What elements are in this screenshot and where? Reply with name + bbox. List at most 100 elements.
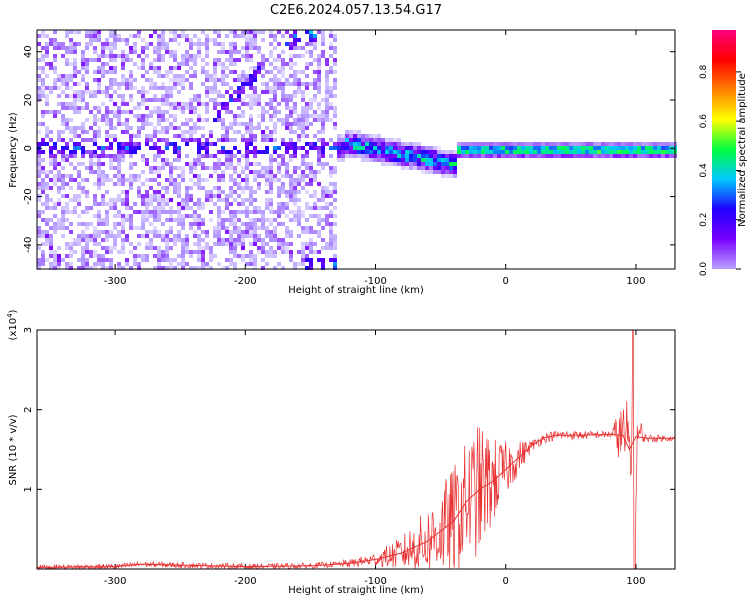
heatmap-cell (133, 86, 137, 90)
heatmap-cell (65, 254, 69, 258)
heatmap-cell (69, 230, 73, 234)
heatmap-cell (105, 114, 109, 118)
heatmap-cell (369, 150, 373, 154)
heatmap-cell (293, 218, 297, 222)
heatmap-cell (49, 206, 53, 210)
heatmap-cell (197, 162, 201, 166)
heatmap-cell (453, 154, 457, 158)
heatmap-cell (293, 150, 297, 154)
heatmap-cell (61, 146, 65, 150)
heatmap-cell (217, 158, 221, 162)
heatmap-cell (65, 146, 69, 150)
heatmap-cell (221, 242, 225, 246)
heatmap-cell (69, 74, 73, 78)
heatmap-cell (277, 118, 281, 122)
heatmap-cell (149, 166, 153, 170)
heatmap-cell (249, 42, 253, 46)
heatmap-cell (173, 142, 177, 146)
x-tick-label: -200 (234, 576, 257, 587)
heatmap-cell (253, 86, 257, 90)
heatmap-cell (317, 234, 321, 238)
heatmap-cell (53, 82, 57, 86)
heatmap-cell (245, 166, 249, 170)
heatmap-cell (117, 142, 121, 146)
heatmap-cell (45, 46, 49, 50)
heatmap-cell (425, 158, 429, 162)
heatmap-cell (393, 146, 397, 150)
heatmap-cell (137, 130, 141, 134)
heatmap-cell (513, 146, 517, 150)
heatmap-cell (77, 186, 81, 190)
heatmap-cell (37, 258, 41, 262)
heatmap-cell (461, 150, 465, 154)
heatmap-cell (213, 234, 217, 238)
heatmap-cell (45, 258, 49, 262)
heatmap-cell (45, 110, 49, 114)
heatmap-cell (185, 262, 189, 266)
heatmap-cell (449, 174, 453, 178)
heatmap-cell (289, 174, 293, 178)
heatmap-cell (93, 50, 97, 54)
heatmap-cell (281, 222, 285, 226)
heatmap-cell (101, 194, 105, 198)
heatmap-cell (441, 154, 445, 158)
heatmap-cell (313, 250, 317, 254)
heatmap-cell (165, 258, 169, 262)
heatmap-cell (85, 58, 89, 62)
heatmap-cell (229, 138, 233, 142)
heatmap-cell (165, 146, 169, 150)
heatmap-cell (309, 50, 313, 54)
heatmap-cell (269, 170, 273, 174)
heatmap-cell (145, 206, 149, 210)
heatmap-cell (293, 166, 297, 170)
heatmap-cell (117, 158, 121, 162)
heatmap-cell (129, 94, 133, 98)
chart-title: C2E6.2024.057.13.54.G17 (270, 3, 442, 18)
heatmap-cell (53, 66, 57, 70)
heatmap-cell (329, 94, 333, 98)
heatmap-cell (405, 162, 409, 166)
heatmap-cell (221, 78, 225, 82)
heatmap-cell (285, 102, 289, 106)
heatmap-cell (97, 118, 101, 122)
heatmap-cell (209, 38, 213, 42)
heatmap-cell (285, 174, 289, 178)
heatmap-cell (401, 166, 405, 170)
heatmap-cell (417, 166, 421, 170)
heatmap-cell (149, 194, 153, 198)
heatmap-cell (229, 58, 233, 62)
heatmap-cell (161, 118, 165, 122)
heatmap-cell (65, 246, 69, 250)
heatmap-cell (321, 162, 325, 166)
heatmap-cell (413, 146, 417, 150)
heatmap-cell (285, 142, 289, 146)
heatmap-cell (61, 102, 65, 106)
heatmap-cell (301, 258, 305, 262)
heatmap-cell (169, 230, 173, 234)
heatmap-cell (201, 30, 205, 34)
heatmap-cell (265, 82, 269, 86)
heatmap-cell (437, 154, 441, 158)
heatmap-cell (269, 102, 273, 106)
heatmap-cell (113, 102, 117, 106)
heatmap-cell (529, 142, 533, 146)
heatmap-cell (257, 46, 261, 50)
heatmap-cell (225, 198, 229, 202)
heatmap-cell (197, 42, 201, 46)
heatmap-cell (565, 150, 569, 154)
heatmap-cell (285, 146, 289, 150)
heatmap-cell (225, 106, 229, 110)
heatmap-cell (517, 154, 521, 158)
heatmap-cell (477, 142, 481, 146)
heatmap-cell (145, 42, 149, 46)
heatmap-cell (361, 150, 365, 154)
heatmap-cell (213, 98, 217, 102)
heatmap-cell (197, 202, 201, 206)
heatmap-cell (249, 118, 253, 122)
heatmap-cell (253, 150, 257, 154)
heatmap-cell (257, 186, 261, 190)
heatmap-cell (317, 146, 321, 150)
heatmap-cell (73, 146, 77, 150)
heatmap-cell (93, 254, 97, 258)
